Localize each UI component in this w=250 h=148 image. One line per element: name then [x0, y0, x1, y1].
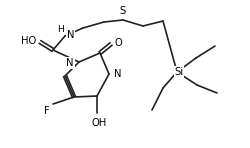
Text: OH: OH: [91, 118, 106, 128]
Text: Si: Si: [174, 67, 183, 77]
Text: N: N: [66, 58, 74, 68]
Text: HO: HO: [21, 36, 36, 46]
Text: N: N: [114, 69, 121, 79]
Text: N: N: [67, 30, 74, 40]
Text: O: O: [114, 38, 122, 48]
Text: F: F: [44, 106, 50, 116]
Text: H: H: [57, 25, 64, 34]
Text: S: S: [120, 6, 126, 16]
